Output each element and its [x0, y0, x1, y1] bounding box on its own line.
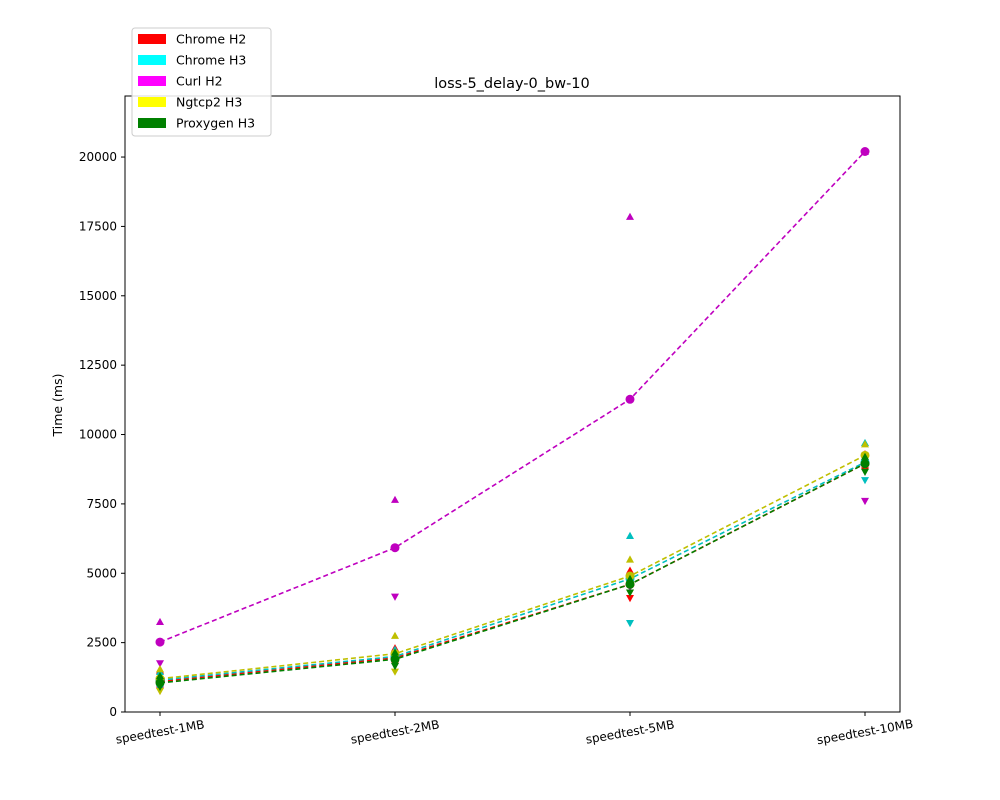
- max-marker: [626, 212, 634, 220]
- y-tick-label: 17500: [79, 219, 117, 233]
- min-marker: [626, 620, 634, 628]
- data-point: [155, 637, 165, 647]
- x-tick-label: speedtest-10MB: [816, 717, 914, 748]
- legend-swatch: [138, 76, 166, 86]
- x-tick-label: speedtest-1MB: [115, 717, 206, 746]
- min-marker: [391, 593, 399, 601]
- max-marker: [156, 617, 164, 626]
- min-marker: [391, 663, 399, 671]
- max-marker: [391, 495, 399, 503]
- series-line-chrome-h2: [159, 462, 866, 683]
- data-point: [625, 394, 635, 404]
- legend-swatch: [138, 118, 166, 128]
- y-tick-label: 0: [109, 705, 117, 719]
- x-tick-label: speedtest-5MB: [585, 717, 676, 746]
- legend: Chrome H2 Chrome H3 Curl H2 Ngtcp2 H3 Proxyg…: [131, 27, 272, 137]
- legend-label: Proxygen H3: [176, 116, 255, 131]
- max-marker: [156, 664, 164, 673]
- data-point: [390, 543, 400, 553]
- min-marker: [156, 660, 164, 668]
- min-marker: [861, 497, 869, 506]
- data-point: [625, 579, 635, 589]
- legend-label: Chrome H3: [176, 53, 246, 68]
- legend-swatch: [138, 97, 166, 107]
- min-marker: [626, 595, 634, 603]
- y-tick-label: 15000: [79, 289, 117, 303]
- min-marker: [626, 589, 634, 597]
- chart-title: loss-5_delay-0_bw-10: [434, 76, 590, 92]
- data-point: [860, 459, 870, 469]
- max-marker: [626, 555, 634, 563]
- series-chrome-h3: [155, 438, 870, 693]
- series-ngtcp2-h3: [155, 440, 870, 696]
- legend-label: Chrome H2: [176, 32, 246, 47]
- legend-swatch: [138, 34, 166, 44]
- y-tick-label: 2500: [86, 636, 117, 650]
- y-tick-label: 7500: [86, 497, 117, 511]
- y-tick-label: 12500: [79, 358, 117, 372]
- legend-label: Ngtcp2 H3: [176, 95, 242, 110]
- max-marker: [626, 531, 634, 540]
- series-chrome-h2: [155, 449, 870, 694]
- max-marker: [861, 452, 869, 460]
- series-line-curl-h2: [159, 150, 866, 643]
- max-marker: [391, 631, 399, 639]
- legend-box: [131, 27, 272, 137]
- axes: 0 2500 5000 7500 10000 12500 15000 17500 20000 sp…: [79, 95, 914, 748]
- data-point: [155, 678, 165, 688]
- plot-area: [155, 146, 870, 696]
- series-line-ngtcp2-h3: [159, 454, 866, 680]
- max-marker: [156, 671, 164, 680]
- y-tick-label: 10000: [79, 428, 117, 442]
- series-line-proxygen-h3: [159, 462, 866, 684]
- min-marker: [391, 668, 399, 676]
- series-curl-h2: [155, 146, 870, 668]
- max-marker: [626, 566, 634, 574]
- y-tick-label: 5000: [86, 566, 117, 580]
- series-line-chrome-h3: [159, 461, 866, 681]
- max-marker: [626, 574, 634, 583]
- max-marker: [391, 648, 399, 656]
- plot-frame: [124, 95, 901, 713]
- y-axis-label: Time (ms): [50, 373, 65, 437]
- y-tick-label: 20000: [79, 150, 117, 164]
- legend-label: Curl H2: [176, 74, 223, 89]
- data-point: [390, 654, 400, 664]
- data-point: [860, 146, 870, 156]
- legend-swatch: [138, 55, 166, 65]
- min-marker: [156, 687, 164, 696]
- max-marker: [861, 440, 869, 448]
- series-proxygen-h3: [155, 452, 870, 692]
- min-marker: [861, 468, 869, 476]
- min-marker: [861, 477, 869, 485]
- x-tick-label: speedtest-2MB: [350, 717, 441, 746]
